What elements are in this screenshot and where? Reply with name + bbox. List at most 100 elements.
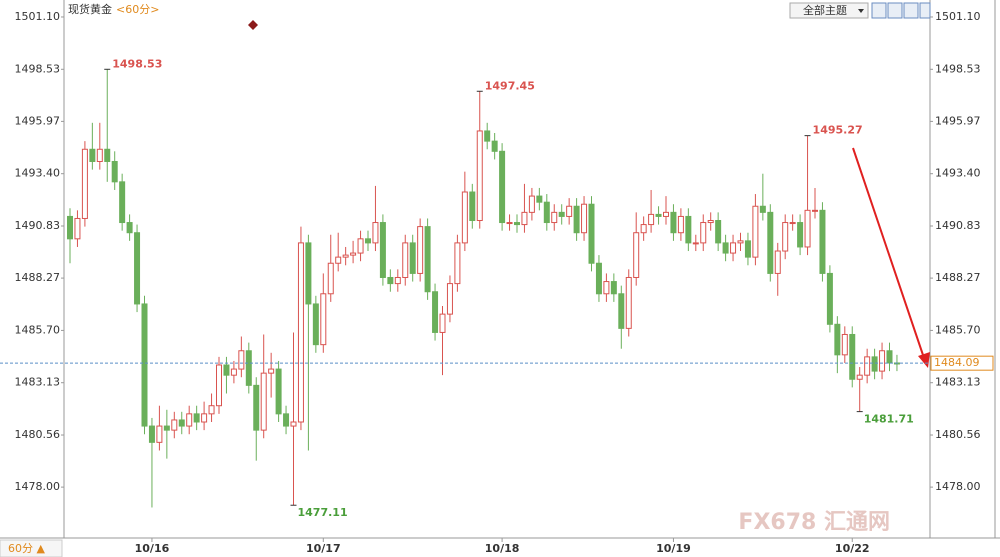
candle-body xyxy=(588,203,595,264)
candle-body xyxy=(506,222,513,225)
candle-body xyxy=(290,421,297,427)
candle-body xyxy=(208,405,215,415)
candle-body xyxy=(841,333,848,356)
y2-tick-label: 1480.56 xyxy=(935,428,981,441)
candle-body xyxy=(737,240,744,244)
tool-button[interactable] xyxy=(903,2,919,19)
theme-button-label[interactable]: 全部主题 xyxy=(803,3,847,17)
candle-body xyxy=(782,222,789,252)
candle-body xyxy=(365,238,371,244)
candle-body xyxy=(432,291,439,333)
candle-body xyxy=(230,368,237,376)
candle-body xyxy=(96,148,103,162)
candle-body xyxy=(283,413,290,427)
candle-body xyxy=(692,242,699,245)
candle-body xyxy=(141,303,148,427)
x-tick-label: 10/16 xyxy=(135,542,170,555)
last-price-box xyxy=(930,355,994,371)
candle-body xyxy=(275,368,282,415)
y-tick-label: 1478.00 xyxy=(15,480,61,493)
y2-tick-label: 1501.10 xyxy=(935,10,981,23)
y2-tick-label: 1478.00 xyxy=(935,480,981,493)
x-tick-label: 10/18 xyxy=(485,542,520,555)
candle-body xyxy=(461,191,468,244)
arrow-head xyxy=(918,352,930,368)
low-label: 1477.11 xyxy=(298,506,348,519)
y2-tick-label: 1485.70 xyxy=(935,323,981,336)
candle-body xyxy=(67,215,73,240)
candle-body xyxy=(201,413,208,423)
tool-button[interactable] xyxy=(887,2,903,19)
trend-arrow xyxy=(852,147,925,359)
candle-body xyxy=(730,242,737,254)
candle-body xyxy=(111,160,118,183)
y-tick-label: 1493.40 xyxy=(15,167,61,180)
candle-body xyxy=(372,222,379,244)
candle-body xyxy=(446,283,453,315)
candle-body xyxy=(476,130,483,222)
y-tick-label: 1483.13 xyxy=(15,376,61,389)
candle-body xyxy=(454,242,461,285)
y2-tick-label: 1498.53 xyxy=(935,62,981,75)
candle-body xyxy=(618,293,625,329)
candle-body xyxy=(633,232,640,278)
candle-body xyxy=(655,213,662,217)
candle-body xyxy=(752,205,759,258)
candle-body xyxy=(677,215,684,234)
y-tick-label: 1501.10 xyxy=(15,10,61,23)
candle-body xyxy=(148,425,155,443)
x-tick-label: 10/22 xyxy=(835,542,870,555)
event-marker xyxy=(248,20,258,30)
y-tick-label: 1498.53 xyxy=(15,62,61,75)
period-selector-label[interactable]: 60分 ▲ xyxy=(8,542,45,555)
tool-button[interactable] xyxy=(919,2,931,19)
high-label: 1495.27 xyxy=(813,124,863,137)
y2-tick-label: 1495.97 xyxy=(935,114,981,127)
x-tick-label: 10/19 xyxy=(656,542,691,555)
candle-body xyxy=(856,374,863,380)
candle-body xyxy=(558,211,565,217)
candle-body xyxy=(834,323,841,356)
candle-body xyxy=(312,303,319,346)
candle-body xyxy=(879,350,886,372)
last-price-label: 1484.09 xyxy=(934,356,980,369)
candle-body xyxy=(499,150,506,224)
candle-body xyxy=(521,211,528,226)
candle-body xyxy=(402,242,409,278)
candle-body xyxy=(886,350,893,364)
candle-body xyxy=(178,419,185,427)
candle-body xyxy=(268,368,275,374)
y2-tick-label: 1493.40 xyxy=(935,167,981,180)
candle-body xyxy=(663,211,669,217)
candle-body xyxy=(484,130,491,142)
candle-body xyxy=(670,211,677,234)
high-label: 1497.45 xyxy=(485,79,535,92)
candle-body xyxy=(357,238,364,254)
watermark: FX678 汇通网 xyxy=(738,510,890,535)
theme-button[interactable] xyxy=(789,2,869,19)
candle-body xyxy=(193,413,200,423)
candle-body xyxy=(223,364,230,376)
candle-body xyxy=(253,384,260,431)
candle-body xyxy=(327,262,334,295)
period-selector[interactable] xyxy=(0,539,63,557)
candle-body xyxy=(625,276,632,329)
candle-body xyxy=(350,252,357,256)
candle-body xyxy=(379,222,386,278)
candle-body xyxy=(536,195,543,203)
candle-body xyxy=(722,242,729,254)
candle-body xyxy=(826,272,833,325)
y-tick-label: 1490.83 xyxy=(15,219,61,232)
low-label: 1481.71 xyxy=(864,413,914,426)
candle-body xyxy=(305,242,312,305)
candle-body xyxy=(595,262,602,295)
candle-body xyxy=(812,209,818,212)
candle-body xyxy=(342,254,349,258)
candle-body xyxy=(871,356,878,372)
candle-body xyxy=(819,209,826,274)
candle-body xyxy=(238,350,245,370)
tool-button[interactable] xyxy=(871,2,887,19)
candle-body xyxy=(774,250,781,274)
